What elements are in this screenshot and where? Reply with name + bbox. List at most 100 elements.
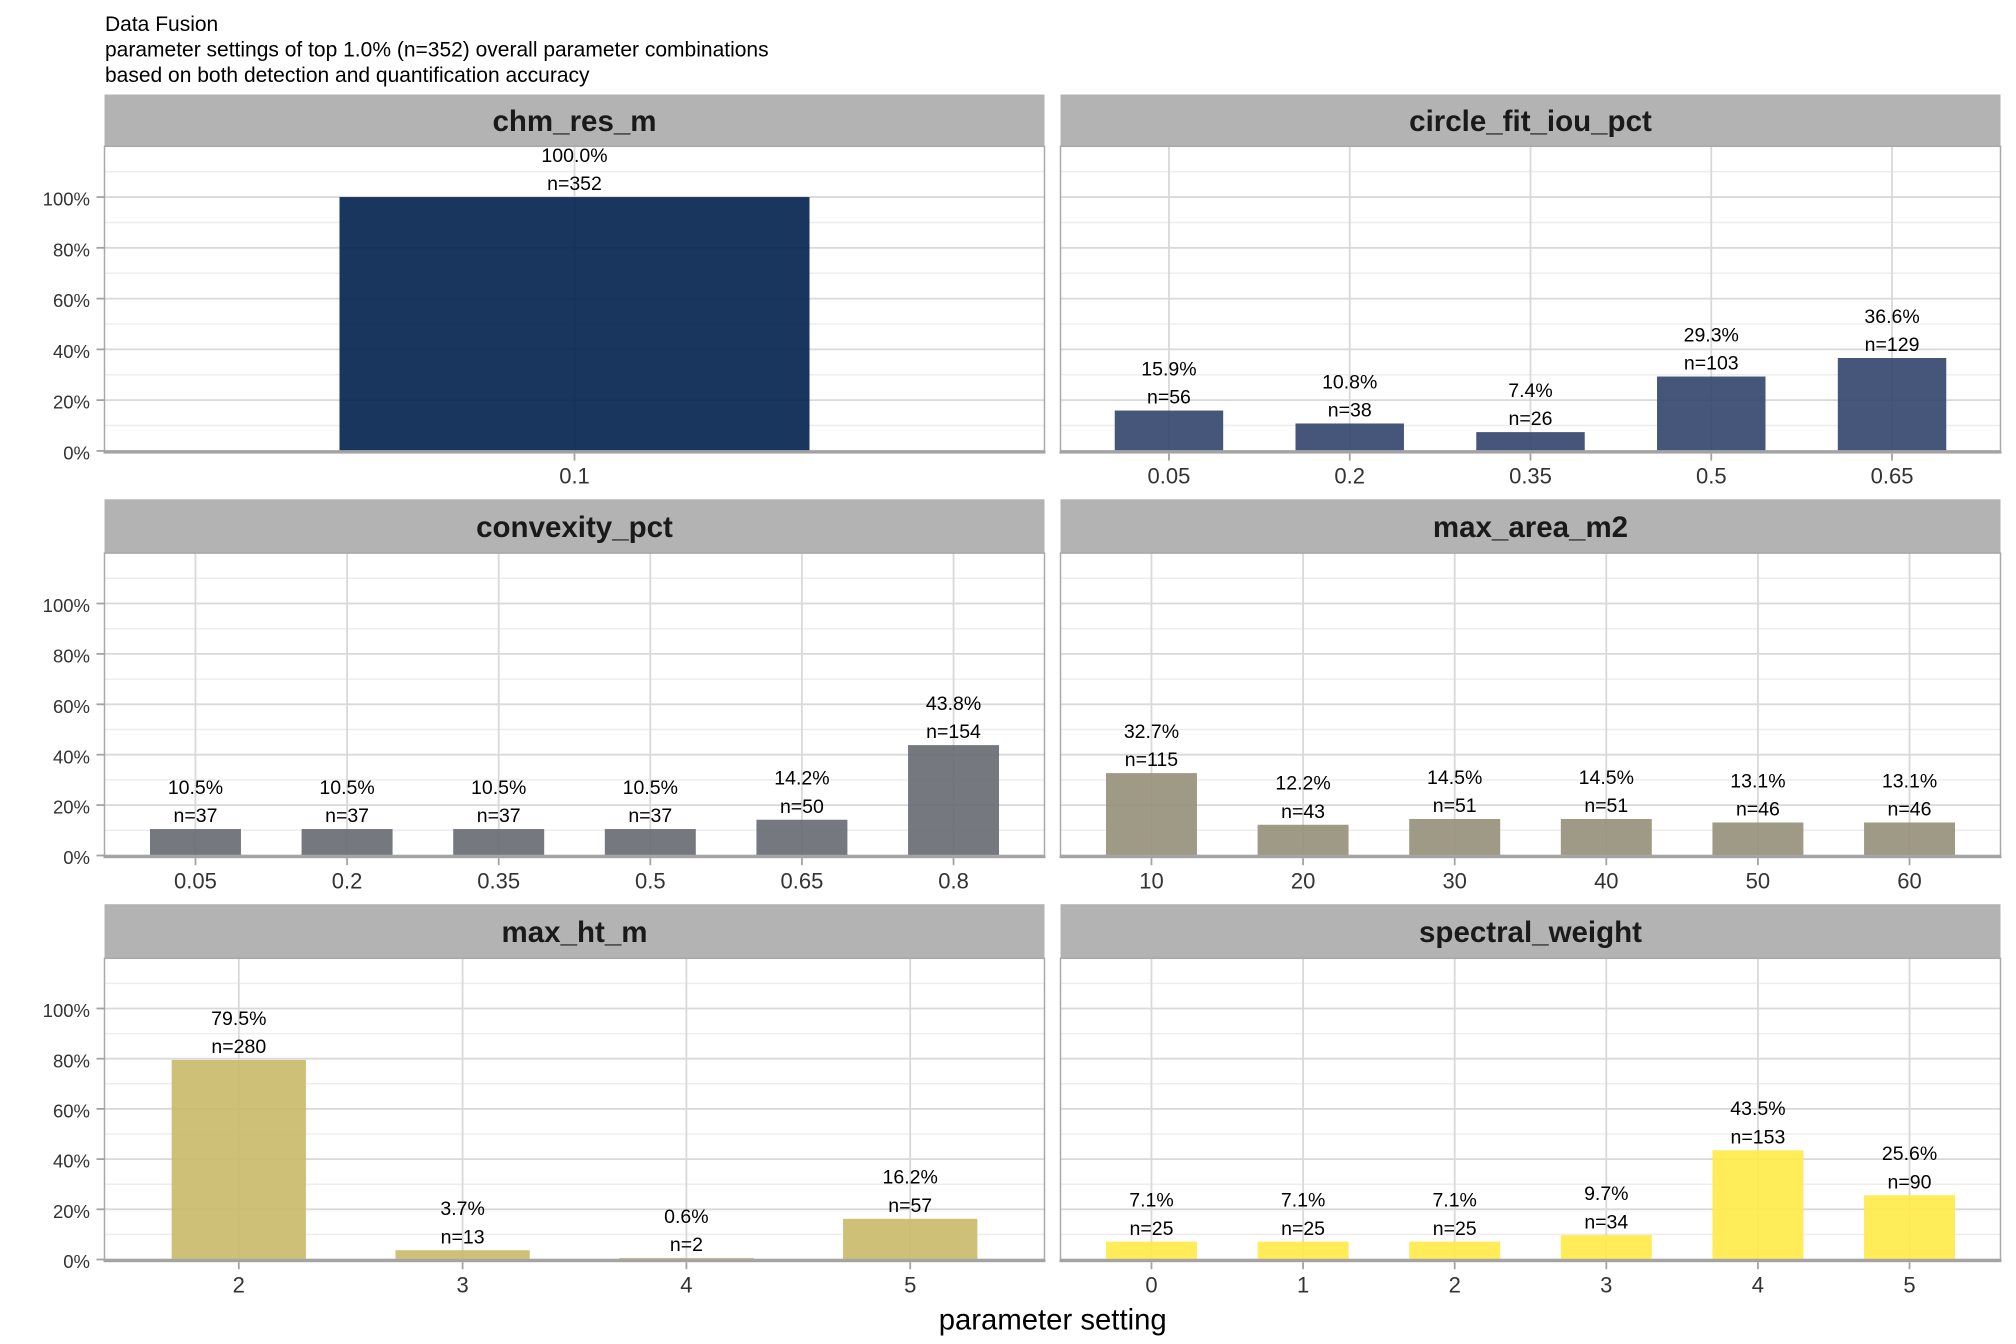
- svg-text:based on both detection and qu: based on both detection and quantificati…: [105, 64, 590, 87]
- svg-text:chm_res_m: chm_res_m: [493, 105, 657, 138]
- svg-text:100%: 100%: [43, 189, 90, 210]
- svg-text:40: 40: [1594, 868, 1618, 893]
- svg-text:14.2%: 14.2%: [774, 768, 829, 790]
- svg-text:n=56: n=56: [1147, 387, 1191, 409]
- svg-text:0%: 0%: [63, 443, 90, 464]
- svg-text:0.05: 0.05: [174, 868, 217, 893]
- svg-text:n=37: n=37: [174, 805, 218, 827]
- svg-text:0.8: 0.8: [938, 868, 969, 893]
- svg-text:circle_fit_iou_pct: circle_fit_iou_pct: [1409, 105, 1652, 138]
- svg-text:60%: 60%: [53, 290, 90, 311]
- svg-text:parameter setting: parameter setting: [939, 1304, 1167, 1337]
- svg-text:n=90: n=90: [1888, 1171, 1932, 1193]
- svg-text:4: 4: [1752, 1272, 1764, 1297]
- svg-text:36.6%: 36.6%: [1864, 306, 1919, 328]
- svg-text:n=51: n=51: [1433, 795, 1477, 817]
- svg-text:50: 50: [1746, 868, 1770, 893]
- svg-text:n=153: n=153: [1731, 1126, 1786, 1148]
- svg-text:0.5: 0.5: [635, 868, 666, 893]
- svg-text:9.7%: 9.7%: [1584, 1183, 1628, 1205]
- svg-text:n=25: n=25: [1281, 1218, 1325, 1240]
- svg-text:Data Fusion: Data Fusion: [105, 13, 218, 36]
- svg-text:spectral_weight: spectral_weight: [1419, 916, 1642, 949]
- svg-text:n=46: n=46: [1888, 799, 1932, 821]
- svg-text:2: 2: [233, 1272, 245, 1297]
- svg-text:convexity_pct: convexity_pct: [476, 511, 673, 544]
- svg-text:n=26: n=26: [1509, 408, 1553, 430]
- svg-text:20%: 20%: [53, 1201, 90, 1222]
- svg-text:n=34: n=34: [1584, 1211, 1628, 1233]
- svg-text:20%: 20%: [53, 392, 90, 413]
- svg-text:25.6%: 25.6%: [1882, 1143, 1937, 1165]
- svg-text:16.2%: 16.2%: [883, 1167, 938, 1189]
- svg-text:n=37: n=37: [628, 805, 672, 827]
- svg-text:60%: 60%: [53, 1101, 90, 1122]
- svg-text:n=129: n=129: [1865, 334, 1920, 356]
- svg-text:100%: 100%: [43, 595, 90, 616]
- svg-text:13.1%: 13.1%: [1882, 770, 1937, 792]
- svg-text:max_ht_m: max_ht_m: [502, 916, 648, 949]
- svg-text:4: 4: [680, 1272, 692, 1297]
- svg-text:3.7%: 3.7%: [440, 1198, 484, 1220]
- svg-text:n=57: n=57: [888, 1195, 932, 1217]
- svg-text:7.4%: 7.4%: [1508, 380, 1552, 402]
- svg-text:10.5%: 10.5%: [319, 777, 374, 799]
- svg-text:100.0%: 100.0%: [541, 145, 607, 167]
- svg-text:40%: 40%: [53, 1151, 90, 1172]
- svg-text:n=280: n=280: [211, 1036, 266, 1058]
- svg-text:80%: 80%: [53, 646, 90, 667]
- svg-text:10.5%: 10.5%: [623, 777, 678, 799]
- svg-text:10.8%: 10.8%: [1322, 371, 1377, 393]
- svg-text:3: 3: [456, 1272, 468, 1297]
- svg-text:14.5%: 14.5%: [1579, 767, 1634, 789]
- svg-text:80%: 80%: [53, 1050, 90, 1071]
- svg-text:n=43: n=43: [1281, 801, 1325, 823]
- svg-text:12.2%: 12.2%: [1275, 773, 1330, 795]
- svg-text:0.1: 0.1: [559, 464, 590, 489]
- svg-text:2: 2: [1449, 1272, 1461, 1297]
- svg-text:40%: 40%: [53, 746, 90, 767]
- svg-text:43.5%: 43.5%: [1730, 1098, 1785, 1120]
- svg-text:0.65: 0.65: [781, 868, 824, 893]
- svg-text:0.35: 0.35: [477, 868, 520, 893]
- svg-text:5: 5: [904, 1272, 916, 1297]
- svg-text:n=13: n=13: [441, 1226, 485, 1248]
- svg-text:parameter settings of top 1.0%: parameter settings of top 1.0% (n=352) o…: [105, 38, 769, 61]
- svg-text:32.7%: 32.7%: [1124, 721, 1179, 743]
- svg-text:n=25: n=25: [1433, 1218, 1477, 1240]
- svg-text:13.1%: 13.1%: [1730, 770, 1785, 792]
- svg-text:0%: 0%: [63, 847, 90, 868]
- svg-text:29.3%: 29.3%: [1684, 324, 1739, 346]
- svg-text:n=25: n=25: [1130, 1218, 1174, 1240]
- svg-text:40%: 40%: [53, 341, 90, 362]
- svg-text:n=37: n=37: [477, 805, 521, 827]
- svg-text:n=154: n=154: [926, 721, 981, 743]
- svg-text:5: 5: [1903, 1272, 1915, 1297]
- svg-text:0.05: 0.05: [1148, 464, 1191, 489]
- svg-text:n=2: n=2: [670, 1234, 703, 1256]
- svg-text:n=352: n=352: [547, 173, 602, 195]
- svg-text:20%: 20%: [53, 797, 90, 818]
- svg-text:80%: 80%: [53, 239, 90, 260]
- svg-text:n=37: n=37: [325, 805, 369, 827]
- svg-text:7.1%: 7.1%: [1129, 1189, 1173, 1211]
- svg-text:43.8%: 43.8%: [926, 693, 981, 715]
- svg-text:79.5%: 79.5%: [211, 1008, 266, 1030]
- svg-text:0.5: 0.5: [1696, 464, 1727, 489]
- svg-text:100%: 100%: [43, 1000, 90, 1021]
- svg-text:0.2: 0.2: [1334, 464, 1365, 489]
- svg-text:60: 60: [1897, 868, 1921, 893]
- svg-text:10.5%: 10.5%: [168, 777, 223, 799]
- svg-text:14.5%: 14.5%: [1427, 767, 1482, 789]
- svg-text:n=46: n=46: [1736, 799, 1780, 821]
- svg-text:n=115: n=115: [1125, 749, 1178, 771]
- svg-text:0.2: 0.2: [332, 868, 363, 893]
- svg-text:0.6%: 0.6%: [664, 1206, 708, 1228]
- svg-text:60%: 60%: [53, 696, 90, 717]
- svg-text:20: 20: [1291, 868, 1315, 893]
- svg-text:n=51: n=51: [1584, 795, 1628, 817]
- svg-text:10: 10: [1139, 868, 1163, 893]
- svg-text:30: 30: [1442, 868, 1466, 893]
- svg-text:n=103: n=103: [1684, 353, 1739, 375]
- svg-text:1: 1: [1297, 1272, 1309, 1297]
